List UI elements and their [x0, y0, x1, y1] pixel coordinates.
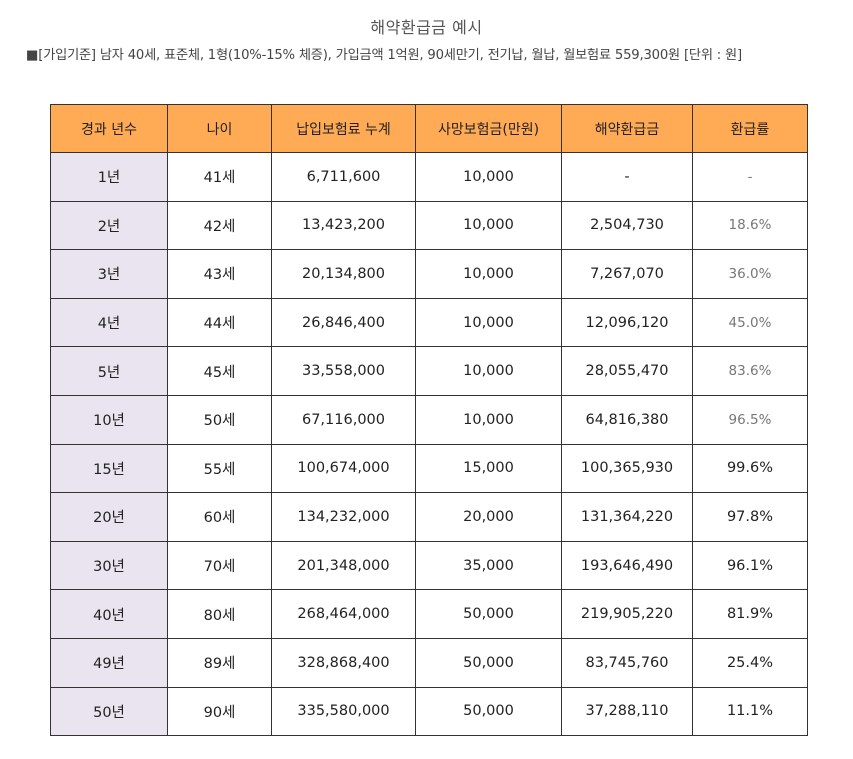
- cell-elapsed-years: 15년: [50, 443, 168, 494]
- table-row: 1년 41세 6,711,600 10,000- -: [50, 152, 808, 202]
- cell-age: 43세: [167, 249, 272, 299]
- cell-age: 80세: [167, 589, 272, 639]
- cell-surrender-value: 37,288,110: [561, 686, 693, 737]
- header-death-benefit: 사망보험금(만원): [415, 104, 562, 153]
- header-cumulative-premium: 납입보험료 누계: [271, 104, 416, 153]
- table-header-row: 경과 년수 나이 납입보험료 누계 사망보험금(만원) 해약환급금 환급률: [50, 104, 808, 153]
- table-row: 10년 50세 67,116,000 10,000 64,816,380 96.5%: [50, 394, 808, 445]
- cell-age: 90세: [167, 686, 272, 737]
- cell-elapsed-years: 3년: [50, 249, 168, 299]
- table-row: 50년 90세 335,580,000 50,000 37,288,110 11.1%: [50, 686, 808, 737]
- cell-elapsed-years: 1년: [50, 152, 168, 202]
- cell-age: 45세: [167, 346, 272, 396]
- cell-elapsed-years: 10년: [50, 394, 168, 445]
- table-row: 2년 42세 13,423,200 10,000 2,504,730 18.6%: [50, 200, 808, 251]
- cell-refund-rate: 99.6%: [692, 443, 808, 494]
- cell-cumulative-premium: 13,423,200: [271, 200, 416, 251]
- cell-death-benefit: 50,000: [415, 637, 562, 688]
- table-row: 5년 45세 33,558,000 10,000 28,055,470 83.6%: [50, 346, 808, 396]
- cell-elapsed-years: 49년: [50, 637, 168, 688]
- cell-surrender-value: 7,267,070: [561, 249, 693, 299]
- cell-cumulative-premium: 201,348,000: [271, 540, 416, 591]
- cell-age: 44세: [167, 297, 272, 348]
- page-title: 해약환급금 예시: [370, 18, 483, 37]
- cell-cumulative-premium: 6,711,600: [271, 152, 416, 202]
- cell-death-benefit: 10,000: [415, 394, 562, 445]
- refund-table: 경과 년수 나이 납입보험료 누계 사망보험금(만원) 해약환급금 환급률 1년…: [50, 104, 808, 737]
- table-row: 30년 70세 201,348,000 35,000 193,646,490 96.1%: [50, 540, 808, 591]
- header-age: 나이: [167, 104, 272, 153]
- cell-refund-rate: 96.1%: [692, 540, 808, 591]
- cell-elapsed-years: 2년: [50, 200, 168, 251]
- cell-refund-rate: 36.0%: [692, 249, 808, 299]
- cell-elapsed-years: 20년: [50, 492, 168, 542]
- cell-surrender-value: -: [561, 152, 693, 202]
- cell-death-benefit: 20,000: [415, 492, 562, 542]
- cell-surrender-value: 83,745,760: [561, 637, 693, 688]
- cell-elapsed-years: 5년: [50, 346, 168, 396]
- table-body: 1년 41세 6,711,600 10,000- -2년 42세 13,423,200 10,…: [50, 152, 808, 737]
- table-row: 20년 60세 134,232,000 20,000 131,364,220 97.8%: [50, 492, 808, 542]
- cell-death-benefit: 10,000: [415, 346, 562, 396]
- cell-age: 70세: [167, 540, 272, 591]
- cell-surrender-value: 12,096,120: [561, 297, 693, 348]
- table-row: 4년 44세 26,846,400 10,000 12,096,120 45.0%: [50, 297, 808, 348]
- cell-surrender-value: 100,365,930: [561, 443, 693, 494]
- cell-death-benefit: 15,000: [415, 443, 562, 494]
- cell-death-benefit: 10,000: [415, 249, 562, 299]
- cell-surrender-value: 2,504,730: [561, 200, 693, 251]
- cell-age: 89세: [167, 637, 272, 688]
- cell-age: 55세: [167, 443, 272, 494]
- cell-cumulative-premium: 33,558,000: [271, 346, 416, 396]
- cell-refund-rate: 11.1%: [692, 686, 808, 737]
- cell-refund-rate: 25.4%: [692, 637, 808, 688]
- cell-death-benefit: 50,000: [415, 686, 562, 737]
- header-refund-rate: 환급률: [692, 104, 808, 153]
- cell-surrender-value: 193,646,490: [561, 540, 693, 591]
- cell-elapsed-years: 40년: [50, 589, 168, 639]
- subscription-condition: ■[가입기준] 남자 40세, 표준체, 1형(10%-15% 체증), 가입금…: [26, 48, 742, 63]
- table-row: 40년 80세 268,464,000 50,000 219,905,220 81.9%: [50, 589, 808, 639]
- cell-refund-rate: 81.9%: [692, 589, 808, 639]
- cell-refund-rate: 83.6%: [692, 346, 808, 396]
- cell-surrender-value: 64,816,380: [561, 394, 693, 445]
- cell-surrender-value: 131,364,220: [561, 492, 693, 542]
- cell-cumulative-premium: 67,116,000: [271, 394, 416, 445]
- header-elapsed-years: 경과 년수: [50, 104, 168, 153]
- cell-cumulative-premium: 134,232,000: [271, 492, 416, 542]
- cell-cumulative-premium: 100,674,000: [271, 443, 416, 494]
- cell-age: 41세: [167, 152, 272, 202]
- table-row: 49년 89세 328,868,400 50,000 83,745,760 25.4%: [50, 637, 808, 688]
- cell-death-benefit: 10,000: [415, 200, 562, 251]
- cell-elapsed-years: 30년: [50, 540, 168, 591]
- cell-refund-rate: 97.8%: [692, 492, 808, 542]
- cell-refund-rate: 96.5%: [692, 394, 808, 445]
- cell-death-benefit: 50,000: [415, 589, 562, 639]
- cell-death-benefit: 10,000: [415, 152, 562, 202]
- cell-elapsed-years: 4년: [50, 297, 168, 348]
- cell-cumulative-premium: 268,464,000: [271, 589, 416, 639]
- cell-refund-rate: 18.6%: [692, 200, 808, 251]
- cell-death-benefit: 35,000: [415, 540, 562, 591]
- cell-surrender-value: 28,055,470: [561, 346, 693, 396]
- cell-elapsed-years: 50년: [50, 686, 168, 737]
- cell-cumulative-premium: 20,134,800: [271, 249, 416, 299]
- cell-surrender-value: 219,905,220: [561, 589, 693, 639]
- table-row: 3년 43세 20,134,800 10,000 7,267,070 36.0%: [50, 249, 808, 299]
- header-surrender-value: 해약환급금: [561, 104, 693, 153]
- cell-age: 50세: [167, 394, 272, 445]
- cell-refund-rate: -: [692, 152, 808, 202]
- table-row: 15년 55세 100,674,000 15,000 100,365,930 99.6%: [50, 443, 808, 494]
- cell-age: 42세: [167, 200, 272, 251]
- cell-cumulative-premium: 328,868,400: [271, 637, 416, 688]
- cell-refund-rate: 45.0%: [692, 297, 808, 348]
- cell-cumulative-premium: 335,580,000: [271, 686, 416, 737]
- cell-death-benefit: 10,000: [415, 297, 562, 348]
- cell-age: 60세: [167, 492, 272, 542]
- cell-cumulative-premium: 26,846,400: [271, 297, 416, 348]
